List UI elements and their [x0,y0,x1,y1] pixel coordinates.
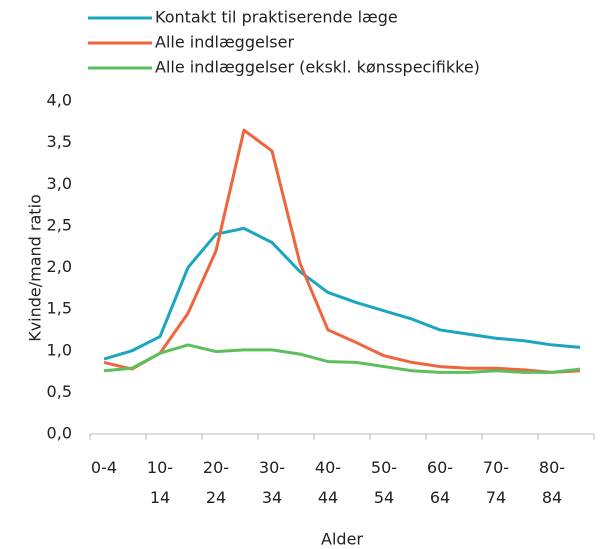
x-tick-label: 70-74 [483,458,509,507]
x-tick-label: 50-54 [371,458,397,507]
y-tick-label: 0,5 [47,382,72,401]
y-tick-label: 1,5 [47,299,72,318]
y-tick-label: 4,0 [47,91,72,110]
y-tick-label: 2,0 [47,257,72,276]
x-tick-label: 40-44 [315,458,341,507]
x-tick-label: 20-24 [203,458,229,507]
y-tick-label: 0,0 [47,424,72,443]
line-series [103,226,581,361]
y-tick-label: 1,0 [47,340,72,359]
x-tick-label: 60-64 [427,458,453,507]
x-tick-label: 80-84 [539,458,565,507]
y-tick-label: 2,5 [47,215,72,234]
line-series [103,128,581,374]
y-tick-label: 3,5 [47,132,72,151]
x-tick-label: 30-34 [259,458,285,507]
x-axis-label: Alder [321,530,363,549]
x-tick-label: 10-14 [147,458,173,507]
x-tick-label: 0-4 [91,458,117,477]
y-tick-label: 3,0 [47,174,72,193]
legend-label: Alle indlæggelser (ekskl. kønsspecifikke… [155,58,480,77]
y-axis-label: Kvinde/mand ratio [26,194,45,342]
legend-label: Alle indlæggelser [155,33,294,52]
line-series [103,343,581,374]
legend-label: Kontakt til praktiserende læge [155,8,398,27]
